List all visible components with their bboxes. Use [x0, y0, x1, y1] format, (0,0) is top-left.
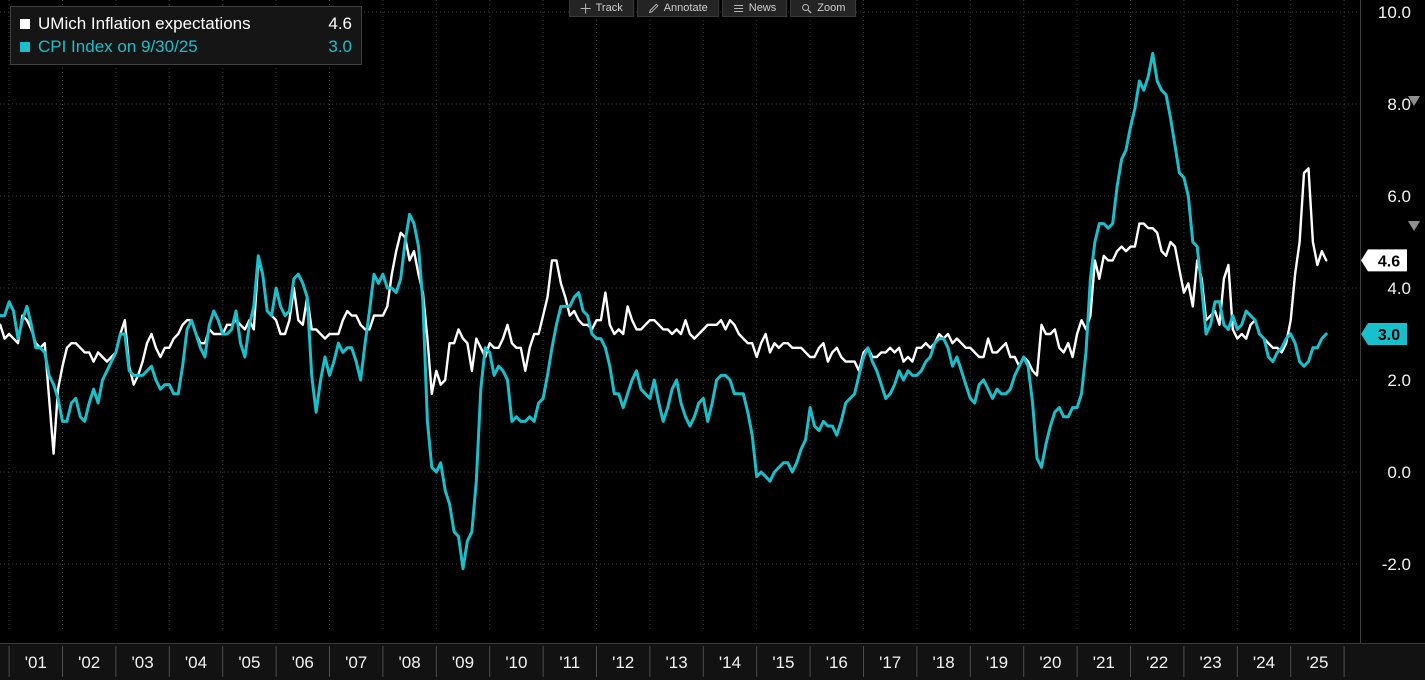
legend-value-cpi: 3.0 [328, 36, 352, 56]
x-axis-band[interactable] [0, 643, 1425, 680]
y-axis-label: 4.0 [1387, 279, 1411, 298]
y-axis-label: 0.0 [1387, 463, 1411, 482]
annotate-button-label: Annotate [663, 1, 708, 14]
x-axis-label: '16 [826, 653, 848, 672]
chart-toolbar: Track Annotate News Zoom [568, 0, 857, 17]
last-value-badge-label: 4.6 [1378, 253, 1400, 270]
y-axis-label: 8.0 [1387, 95, 1411, 114]
x-axis-label: '03 [132, 653, 154, 672]
legend-label-cpi: CPI Index on 9/30/25 [38, 36, 198, 56]
chart-legend: UMich Inflation expectations 4.6 CPI Ind… [10, 6, 362, 65]
zoom-button[interactable]: Zoom [790, 0, 857, 17]
news-button[interactable]: News [721, 0, 788, 17]
series-line-umich [0, 167, 1328, 455]
x-axis-label: '14 [719, 653, 741, 672]
series-line-cpi [0, 51, 1328, 571]
y-axis-label: 6.0 [1387, 187, 1411, 206]
track-button[interactable]: Track [568, 0, 634, 17]
y-axis-label: -2.0 [1382, 555, 1411, 574]
x-axis-label: '08 [399, 653, 421, 672]
x-axis-label: '22 [1146, 653, 1168, 672]
news-button-label: News [748, 1, 777, 14]
track-icon [580, 3, 591, 14]
legend-item-umich[interactable]: UMich Inflation expectations 4.6 [20, 12, 352, 35]
legend-item-cpi[interactable]: CPI Index on 9/30/25 3.0 [20, 35, 352, 58]
legend-label-umich: UMich Inflation expectations [38, 13, 251, 33]
x-axis-label: '21 [1093, 653, 1115, 672]
track-button-label: Track [595, 1, 623, 14]
legend-swatch-umich-icon [20, 18, 30, 29]
x-axis-label: '15 [772, 653, 794, 672]
last-value-badge [1361, 249, 1407, 272]
x-axis-label: '18 [933, 653, 955, 672]
y-axis-label: 2.0 [1387, 371, 1411, 390]
news-icon [733, 3, 744, 14]
x-axis-label: '23 [1200, 653, 1222, 672]
x-axis-label: '06 [292, 653, 314, 672]
x-axis-label: '11 [559, 653, 580, 672]
last-value-badge-label: 3.0 [1378, 327, 1400, 344]
x-axis-label: '17 [879, 653, 901, 672]
x-axis-label: '10 [505, 653, 527, 672]
x-axis-label: '12 [612, 653, 634, 672]
x-axis-label: '01 [25, 653, 47, 672]
zoom-button-label: Zoom [817, 1, 846, 14]
x-axis-label: '25 [1306, 653, 1328, 672]
x-axis-label: '13 [666, 653, 688, 672]
y-axis-label: 10.0 [1378, 3, 1411, 22]
annotate-button[interactable]: Annotate [636, 0, 719, 17]
x-axis-label: '24 [1253, 653, 1275, 672]
x-axis-label: '07 [345, 653, 367, 672]
x-axis-label: '04 [185, 653, 207, 672]
legend-swatch-cpi-icon [20, 41, 30, 52]
x-axis-label: '09 [452, 653, 474, 672]
x-axis-label: '20 [1039, 653, 1061, 672]
x-axis-label: '19 [986, 653, 1008, 672]
panel-arrow-icon[interactable] [1408, 221, 1420, 231]
panel-arrow-icon[interactable] [1408, 96, 1420, 106]
x-axis-label: '02 [78, 653, 100, 672]
last-value-badge [1361, 323, 1407, 345]
zoom-icon [801, 3, 812, 14]
legend-value-umich: 4.6 [328, 13, 352, 33]
x-axis-label: '05 [238, 653, 260, 672]
annotate-icon [648, 3, 659, 14]
